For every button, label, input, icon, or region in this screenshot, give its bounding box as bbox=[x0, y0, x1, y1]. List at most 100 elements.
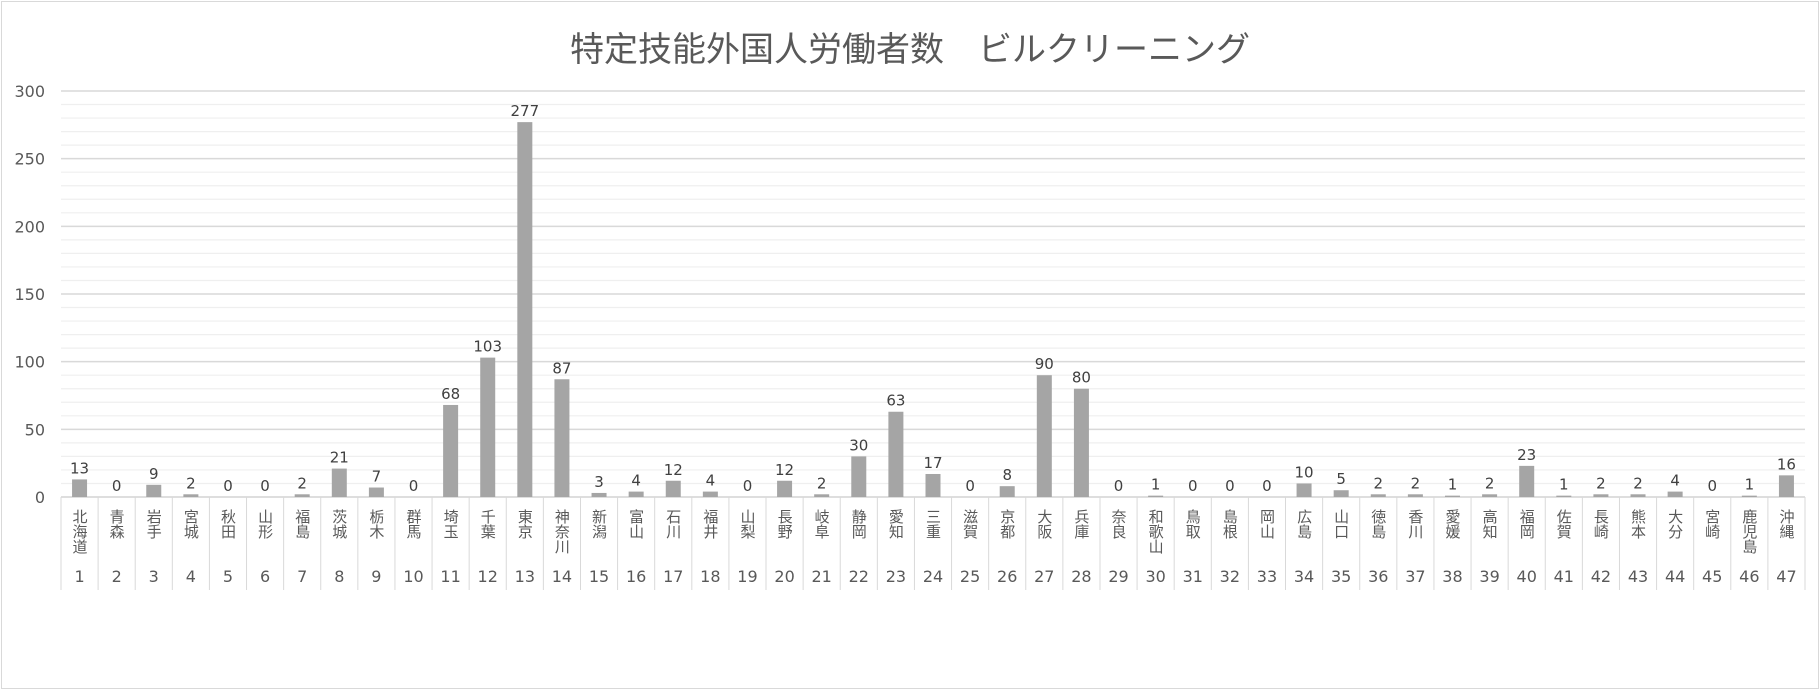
data-label: 7 bbox=[372, 468, 382, 486]
bar bbox=[1407, 494, 1423, 497]
category-number: 2 bbox=[112, 567, 122, 586]
category-label: 北海道 bbox=[71, 509, 89, 554]
category-label: 長野 bbox=[776, 509, 794, 539]
bar bbox=[146, 484, 162, 497]
bar bbox=[888, 411, 904, 497]
category-label: 宮城 bbox=[182, 509, 200, 540]
data-label: 2 bbox=[297, 474, 307, 492]
bar bbox=[72, 479, 88, 497]
category-number: 34 bbox=[1294, 567, 1314, 586]
y-tick-label: 300 bbox=[14, 82, 45, 101]
data-label: 0 bbox=[1225, 477, 1235, 495]
category-number: 31 bbox=[1183, 567, 1203, 586]
category-label: 京都 bbox=[998, 509, 1016, 539]
category-number: 27 bbox=[1034, 567, 1054, 586]
category-number: 33 bbox=[1257, 567, 1277, 586]
bar bbox=[183, 494, 199, 497]
bar bbox=[702, 491, 718, 497]
category-number: 20 bbox=[774, 567, 794, 586]
category-number: 40 bbox=[1517, 567, 1537, 586]
bar bbox=[1296, 483, 1312, 497]
category-number: 14 bbox=[552, 567, 572, 586]
category-label: 沖縄 bbox=[1777, 509, 1795, 539]
bar bbox=[1667, 491, 1683, 497]
data-label: 103 bbox=[473, 338, 502, 356]
data-label: 1 bbox=[1448, 476, 1458, 494]
category-number: 8 bbox=[334, 567, 344, 586]
category-number: 36 bbox=[1368, 567, 1388, 586]
data-label: 5 bbox=[1336, 470, 1346, 488]
category-label: 岐阜 bbox=[813, 509, 831, 539]
category-label: 福岡 bbox=[1518, 509, 1536, 540]
category-label: 熊本 bbox=[1629, 509, 1647, 539]
bar bbox=[925, 473, 941, 497]
category-number: 23 bbox=[886, 567, 906, 586]
category-number: 15 bbox=[589, 567, 609, 586]
bar bbox=[1556, 495, 1572, 497]
bar bbox=[777, 480, 793, 497]
category-number: 41 bbox=[1554, 567, 1574, 586]
category-number: 30 bbox=[1145, 567, 1165, 586]
category-label: 秋田 bbox=[219, 509, 237, 539]
data-label: 1 bbox=[1559, 476, 1569, 494]
category-label: 山口 bbox=[1332, 509, 1350, 539]
bar bbox=[554, 379, 570, 497]
data-label: 0 bbox=[260, 477, 270, 495]
data-label: 2 bbox=[186, 474, 196, 492]
category-label: 岩手 bbox=[145, 509, 163, 540]
bar bbox=[368, 487, 384, 497]
category-label: 香川 bbox=[1406, 509, 1424, 539]
category-number: 43 bbox=[1628, 567, 1648, 586]
bar bbox=[1148, 495, 1164, 497]
data-label: 17 bbox=[923, 454, 942, 472]
category-label: 東京 bbox=[516, 509, 534, 540]
bar bbox=[1519, 465, 1535, 497]
category-label: 静岡 bbox=[850, 509, 868, 540]
data-label: 277 bbox=[511, 102, 540, 120]
data-label: 13 bbox=[70, 459, 89, 477]
category-number: 11 bbox=[440, 567, 460, 586]
category-label: 鹿児島 bbox=[1740, 509, 1758, 554]
bar bbox=[814, 494, 830, 497]
bar bbox=[628, 491, 644, 497]
category-number: 26 bbox=[997, 567, 1017, 586]
bar bbox=[1444, 495, 1460, 497]
bar bbox=[851, 456, 867, 497]
category-number: 42 bbox=[1591, 567, 1611, 586]
category-label: 奈良 bbox=[1110, 509, 1128, 539]
category-number: 35 bbox=[1331, 567, 1351, 586]
bar bbox=[1778, 475, 1794, 497]
category-number: 24 bbox=[923, 567, 943, 586]
data-label: 0 bbox=[1188, 477, 1198, 495]
bar bbox=[1741, 495, 1757, 497]
y-tick-label: 50 bbox=[25, 420, 45, 439]
data-label: 90 bbox=[1035, 355, 1054, 373]
category-label: 長崎 bbox=[1592, 509, 1610, 539]
data-label: 0 bbox=[1707, 477, 1717, 495]
category-label: 大阪 bbox=[1035, 509, 1053, 539]
category-number: 4 bbox=[186, 567, 196, 586]
data-label: 0 bbox=[112, 477, 122, 495]
category-label: 新潟 bbox=[590, 509, 608, 539]
data-label: 4 bbox=[1670, 472, 1680, 490]
category-label: 青森 bbox=[108, 509, 126, 539]
category-number: 9 bbox=[371, 567, 381, 586]
data-label: 0 bbox=[409, 477, 419, 495]
bar bbox=[517, 122, 533, 498]
category-label: 兵庫 bbox=[1072, 509, 1090, 539]
category-number: 10 bbox=[403, 567, 423, 586]
data-label: 2 bbox=[1633, 474, 1643, 492]
category-number: 39 bbox=[1479, 567, 1499, 586]
category-label: 鳥取 bbox=[1184, 508, 1202, 539]
data-label: 2 bbox=[1596, 474, 1606, 492]
y-tick-label: 250 bbox=[14, 150, 45, 169]
category-number: 28 bbox=[1071, 567, 1091, 586]
y-tick-label: 200 bbox=[14, 217, 45, 236]
bar bbox=[480, 357, 496, 497]
data-label: 2 bbox=[1485, 474, 1495, 492]
bar bbox=[1482, 494, 1498, 497]
data-label: 87 bbox=[552, 359, 571, 377]
category-number: 18 bbox=[700, 567, 720, 586]
category-label: 山梨 bbox=[738, 509, 756, 539]
category-number: 13 bbox=[515, 567, 535, 586]
